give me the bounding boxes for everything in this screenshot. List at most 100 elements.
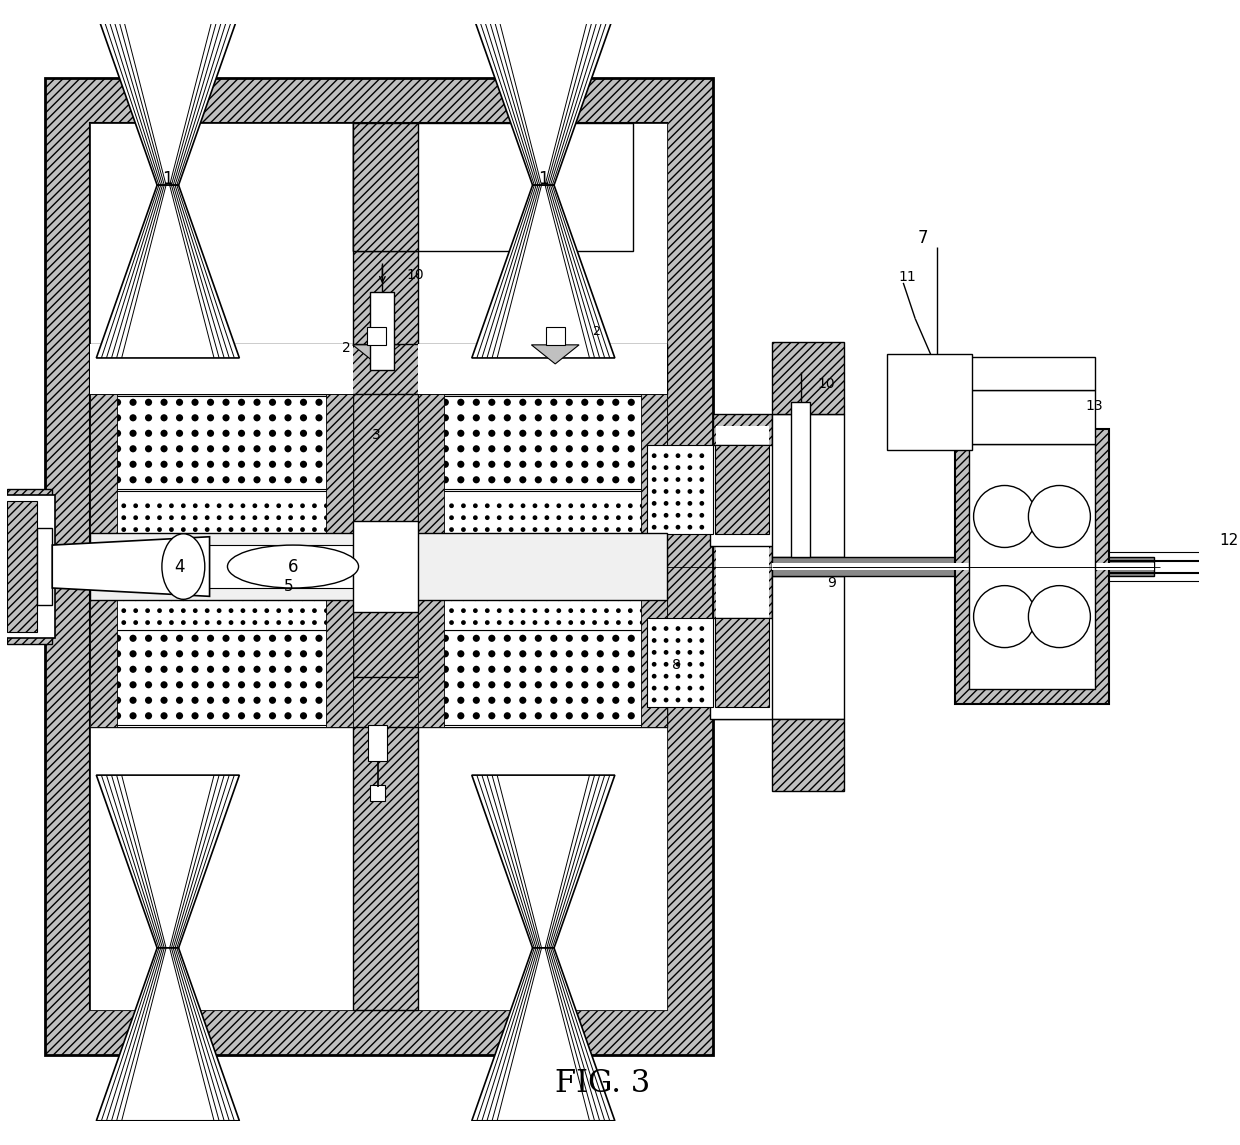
Circle shape	[676, 513, 681, 518]
Circle shape	[109, 584, 114, 590]
Circle shape	[644, 460, 650, 468]
Circle shape	[253, 650, 260, 657]
Circle shape	[312, 597, 317, 601]
Circle shape	[676, 477, 681, 482]
Circle shape	[687, 524, 692, 530]
Circle shape	[300, 527, 305, 532]
Circle shape	[616, 621, 621, 625]
Circle shape	[284, 398, 291, 405]
Circle shape	[521, 608, 526, 613]
Circle shape	[458, 712, 465, 719]
Circle shape	[640, 621, 645, 625]
Circle shape	[176, 476, 184, 483]
Circle shape	[191, 681, 198, 688]
Circle shape	[133, 584, 138, 590]
Circle shape	[427, 712, 434, 719]
Circle shape	[193, 515, 197, 520]
Circle shape	[122, 515, 126, 520]
Circle shape	[157, 527, 162, 532]
Circle shape	[331, 650, 339, 657]
Circle shape	[604, 515, 609, 520]
Bar	[326, 572, 352, 727]
Text: 12: 12	[1219, 532, 1239, 547]
Circle shape	[449, 527, 454, 532]
Circle shape	[181, 621, 186, 625]
Circle shape	[324, 608, 329, 613]
Circle shape	[312, 539, 317, 544]
Circle shape	[277, 539, 281, 544]
Circle shape	[122, 527, 126, 532]
Circle shape	[160, 634, 167, 642]
Polygon shape	[471, 948, 615, 1121]
Circle shape	[687, 489, 692, 493]
Circle shape	[253, 696, 260, 704]
Circle shape	[427, 650, 434, 657]
Circle shape	[604, 527, 609, 532]
Circle shape	[652, 673, 656, 679]
Circle shape	[157, 597, 162, 601]
Circle shape	[191, 460, 198, 468]
Circle shape	[238, 634, 246, 642]
Circle shape	[207, 681, 215, 688]
Circle shape	[472, 398, 480, 405]
Circle shape	[217, 515, 222, 520]
Circle shape	[472, 527, 477, 532]
Bar	[773, 563, 1153, 570]
Circle shape	[315, 634, 322, 642]
Circle shape	[497, 527, 502, 532]
Circle shape	[593, 608, 596, 613]
Circle shape	[551, 476, 557, 483]
Circle shape	[98, 476, 105, 483]
Circle shape	[109, 527, 114, 532]
Circle shape	[497, 515, 502, 520]
Circle shape	[663, 626, 668, 631]
Circle shape	[551, 429, 557, 437]
Circle shape	[458, 681, 465, 688]
Circle shape	[593, 527, 596, 532]
Circle shape	[652, 513, 656, 518]
Circle shape	[508, 584, 513, 590]
Bar	[715, 618, 769, 708]
Circle shape	[640, 527, 645, 532]
Circle shape	[425, 584, 430, 590]
Circle shape	[544, 621, 549, 625]
Text: 1: 1	[162, 171, 174, 188]
Circle shape	[205, 539, 210, 544]
Circle shape	[222, 681, 229, 688]
Circle shape	[205, 504, 210, 508]
Circle shape	[300, 398, 308, 405]
Circle shape	[503, 650, 511, 657]
Circle shape	[699, 502, 704, 506]
Bar	[968, 390, 1095, 444]
Circle shape	[133, 539, 138, 544]
Circle shape	[438, 539, 441, 544]
Circle shape	[582, 460, 588, 468]
Circle shape	[193, 597, 197, 601]
Circle shape	[222, 398, 229, 405]
Circle shape	[627, 696, 635, 704]
Circle shape	[497, 539, 502, 544]
Circle shape	[98, 696, 105, 704]
Circle shape	[324, 539, 329, 544]
Circle shape	[191, 445, 198, 452]
Circle shape	[663, 662, 668, 666]
Bar	[968, 357, 1095, 390]
Circle shape	[627, 539, 632, 544]
Circle shape	[425, 608, 430, 613]
Bar	[420, 396, 665, 489]
Bar	[647, 618, 713, 708]
Circle shape	[315, 460, 322, 468]
Bar	[641, 394, 667, 548]
Circle shape	[241, 597, 246, 601]
Bar	[420, 630, 665, 725]
Circle shape	[207, 712, 215, 719]
Bar	[91, 572, 117, 727]
Circle shape	[160, 665, 167, 673]
Circle shape	[489, 712, 496, 719]
Bar	[717, 426, 769, 708]
Circle shape	[532, 515, 537, 520]
Circle shape	[425, 504, 430, 508]
Circle shape	[191, 476, 198, 483]
Circle shape	[222, 476, 229, 483]
Circle shape	[596, 398, 604, 405]
